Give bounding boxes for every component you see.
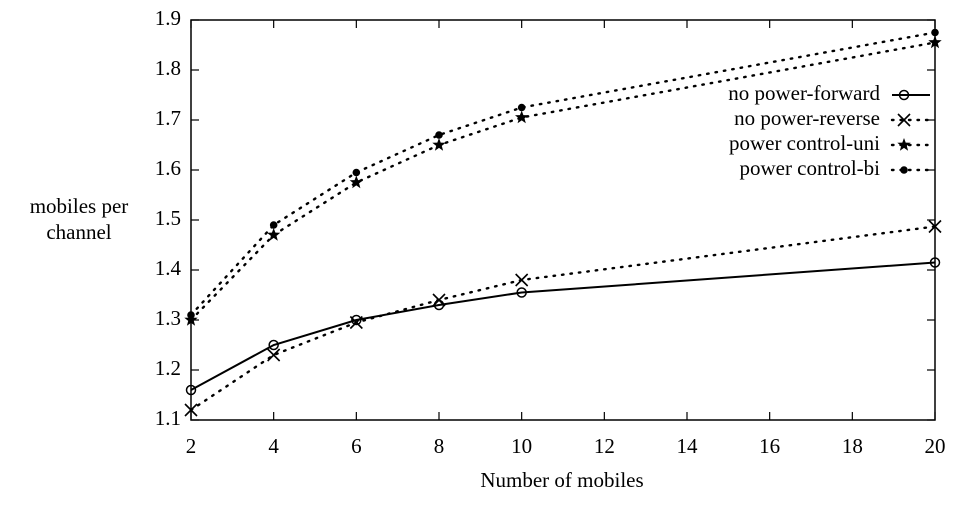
y-tick-label: 1.3 — [155, 306, 181, 330]
y-axis-label: mobiles per channel — [29, 194, 129, 244]
x-tick-label: 4 — [268, 434, 279, 458]
legend-marker — [900, 166, 908, 174]
marker — [515, 110, 529, 124]
marker — [267, 228, 281, 241]
marker — [516, 287, 527, 298]
marker — [435, 131, 443, 139]
marker — [928, 35, 942, 49]
marker — [432, 293, 446, 307]
y-tick-label: 1.7 — [155, 106, 181, 130]
legend-label: power control-uni — [729, 131, 880, 155]
marker — [349, 175, 363, 189]
legend-label: no power-reverse — [734, 106, 880, 130]
x-tick-label: 20 — [925, 434, 946, 458]
legend-marker — [898, 89, 910, 101]
y-tick-label: 1.1 — [155, 406, 181, 430]
x-tick-label: 18 — [842, 434, 863, 458]
marker — [352, 168, 361, 177]
y-tick-label: 1.5 — [155, 206, 181, 230]
x-tick-label: 6 — [351, 434, 362, 458]
x-axis-label: Number of mobiles — [480, 468, 643, 492]
marker — [184, 313, 198, 326]
marker — [268, 339, 279, 351]
marker — [184, 403, 198, 417]
y-tick-label: 1.2 — [155, 356, 181, 380]
y-tick-label: 1.4 — [155, 256, 182, 280]
y-tick-label: 1.9 — [155, 6, 181, 30]
marker — [267, 348, 281, 362]
marker — [517, 103, 526, 112]
legend-label: power control-bi — [739, 156, 880, 180]
marker — [351, 314, 362, 326]
legend-marker — [897, 113, 911, 127]
marker — [928, 219, 942, 234]
x-tick-label: 12 — [594, 434, 615, 458]
y-tick-label: 1.8 — [155, 56, 181, 80]
x-tick-label: 14 — [677, 434, 699, 458]
marker — [515, 273, 529, 287]
series-line — [189, 31, 937, 317]
y-tick-label: 1.6 — [155, 156, 181, 180]
marker — [269, 221, 278, 229]
legend-marker — [897, 138, 911, 151]
marker — [931, 28, 939, 37]
marker — [929, 257, 941, 268]
x-tick-label: 8 — [434, 434, 445, 458]
marker — [432, 138, 446, 151]
x-tick-label: 2 — [186, 434, 197, 458]
series-line — [189, 225, 937, 412]
x-tick-label: 10 — [511, 434, 532, 458]
marker — [185, 384, 197, 396]
marker — [349, 315, 363, 330]
series-line — [190, 261, 936, 391]
legend-label: no power-forward — [728, 81, 880, 105]
x-tick-label: 16 — [759, 434, 780, 458]
marker — [187, 311, 195, 319]
